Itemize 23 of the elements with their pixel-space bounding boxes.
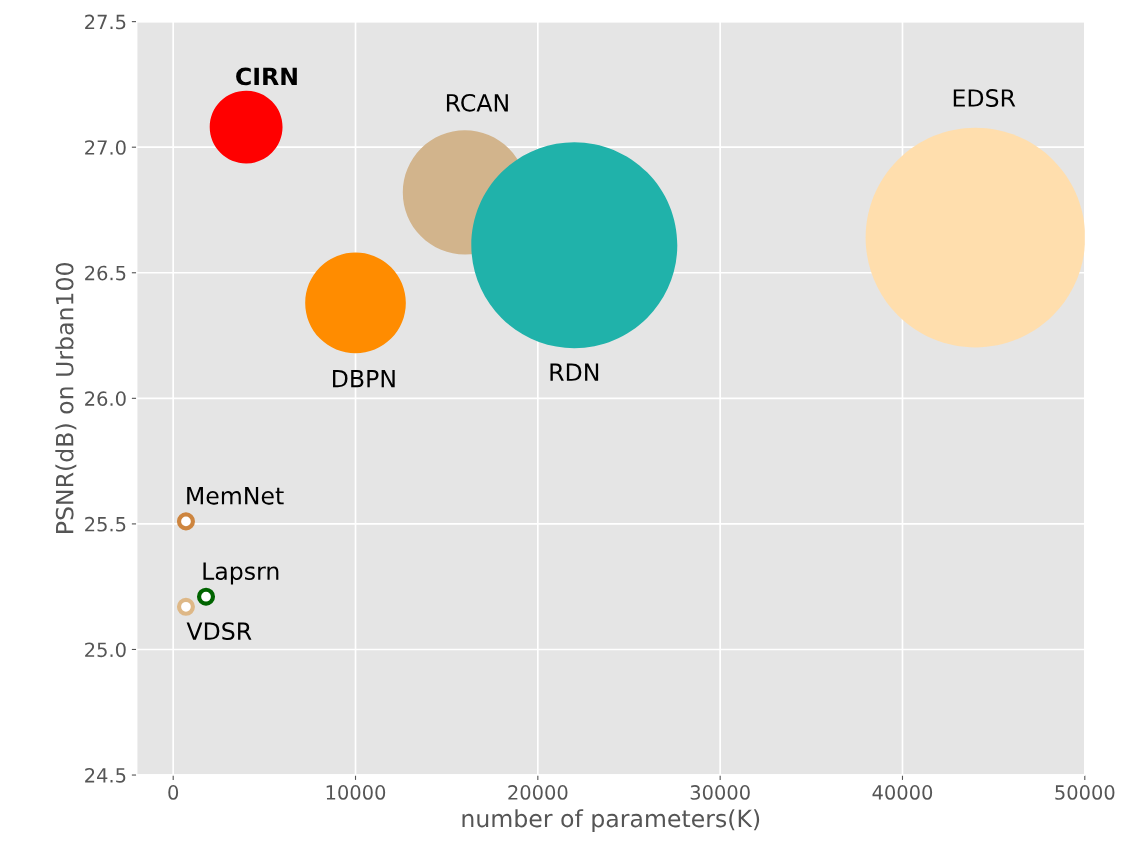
x-tick-label: 20000 <box>508 785 568 800</box>
y-tick-label: 25.0 <box>85 642 126 658</box>
y-axis-title: PSNR(dB) on Urban100 <box>55 263 77 533</box>
y-tick-label: 24.5 <box>85 768 126 783</box>
x-tick-label: 10000 <box>326 785 386 800</box>
x-tick-label: 50000 <box>1055 785 1115 800</box>
y-tick-label: 26.0 <box>85 391 126 406</box>
series-label: DBPN <box>333 369 395 388</box>
series-label: EDSR <box>953 89 1016 107</box>
y-tick-label: 26.5 <box>85 265 126 281</box>
series-label: RCAN <box>446 93 508 112</box>
y-tick-label: 27.0 <box>85 140 126 155</box>
x-tick-label: 30000 <box>690 785 750 800</box>
x-tick-label: 40000 <box>872 785 933 800</box>
y-tick-label: 25.5 <box>85 516 126 532</box>
x-axis-title: number of parameters(K) <box>462 809 760 832</box>
x-tick-label: 0 <box>168 785 179 800</box>
series-label: RDN <box>550 363 599 381</box>
series-label: MemNet <box>187 487 284 505</box>
series-label: VDSR <box>186 622 252 641</box>
series-label: CIRN <box>236 67 297 86</box>
y-tick-label: 27.5 <box>85 14 126 30</box>
series-label: Lapsrn <box>203 562 279 585</box>
